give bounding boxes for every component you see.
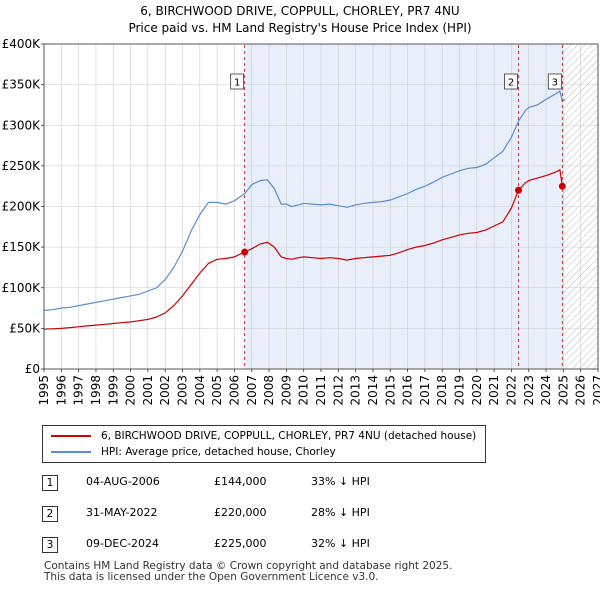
y-tick-label: £300K xyxy=(2,118,42,132)
sale-hpi-diff: 32% ↓ HPI xyxy=(311,537,370,550)
x-tick-label: 2016 xyxy=(401,375,415,406)
x-tick-label: 2003 xyxy=(176,375,190,406)
x-tick-label: 2011 xyxy=(314,375,328,406)
x-tick-label: 2001 xyxy=(141,375,155,406)
x-tick-label: 2009 xyxy=(279,375,293,406)
sale-number: 1 xyxy=(42,475,58,491)
legend-label-property: 6, BIRCHWOOD DRIVE, COPPULL, CHORLEY, PR… xyxy=(101,430,477,442)
sale-date: 09-DEC-2024 xyxy=(86,537,160,550)
x-tick-label: 2017 xyxy=(418,375,432,406)
x-tick-label: 1997 xyxy=(72,375,86,406)
y-tick-label: £150K xyxy=(2,240,42,254)
sale-date: 04-AUG-2006 xyxy=(86,475,160,488)
sale-label-box xyxy=(230,73,245,90)
chart-subtitle: Price paid vs. HM Land Registry's House … xyxy=(128,21,472,35)
sale-label: 2 xyxy=(508,78,514,89)
x-tick-label: 2000 xyxy=(124,375,138,406)
x-tick-label: 2004 xyxy=(193,375,207,406)
sale-hpi-diff: 33% ↓ HPI xyxy=(311,475,370,488)
legend-swatch-property xyxy=(51,435,91,437)
x-tick-label: 2005 xyxy=(210,375,224,406)
legend: 6, BIRCHWOOD DRIVE, COPPULL, CHORLEY, PR… xyxy=(42,425,486,463)
x-tick-label: 1995 xyxy=(37,375,51,406)
y-tick-label: £50K xyxy=(9,321,41,335)
sale-label: 3 xyxy=(552,78,558,89)
footer-licence: This data is licensed under the Open Gov… xyxy=(44,571,379,583)
x-tick-label: 2008 xyxy=(262,375,276,406)
price-chart: 1 2 3 £0 £50K £100K £150K £200K £250K £300K £350K… xyxy=(2,37,600,406)
sale-label: 1 xyxy=(234,78,240,89)
x-tick-label: 2025 xyxy=(556,375,570,406)
legend-item-hpi: HPI: Average price, detached house, Chor… xyxy=(51,444,336,460)
sale-price: £220,000 xyxy=(214,506,267,519)
sale-label-box xyxy=(547,73,562,90)
sale-price: £144,000 xyxy=(214,475,267,488)
sale-price: £225,000 xyxy=(214,537,267,550)
x-tick-label: 1999 xyxy=(106,375,120,406)
footer-copyright: Contains HM Land Registry data © Crown c… xyxy=(44,560,453,572)
x-tick-label: 2014 xyxy=(366,375,380,406)
x-tick-label: 2013 xyxy=(349,375,363,406)
sale-date: 31-MAY-2022 xyxy=(86,506,158,519)
x-tick-label: 2002 xyxy=(158,375,172,406)
y-tick-label: £350K xyxy=(2,78,42,92)
x-tick-label: 2024 xyxy=(539,375,553,406)
chart-title: 6, BIRCHWOOD DRIVE, COPPULL, CHORLEY, PR… xyxy=(140,4,460,18)
property-price-line xyxy=(43,169,566,330)
sale-hpi-diff: 28% ↓ HPI xyxy=(311,506,370,519)
legend-swatch-hpi xyxy=(51,451,91,453)
x-tick-label: 1998 xyxy=(89,375,103,406)
x-tick-label: 2021 xyxy=(487,375,501,406)
x-tick-label: 2006 xyxy=(227,375,241,406)
y-tick-label: £100K xyxy=(2,281,42,295)
x-tick-label: 2027 xyxy=(591,375,600,406)
x-tick-label: 2020 xyxy=(470,375,484,406)
x-tick-label: 2023 xyxy=(522,375,536,406)
x-tick-label: 2022 xyxy=(504,375,518,406)
legend-label-hpi: HPI: Average price, detached house, Chor… xyxy=(101,446,336,458)
y-tick-label: £0 xyxy=(25,362,40,376)
sale-number: 3 xyxy=(42,537,58,553)
x-tick-label: 2019 xyxy=(453,375,467,406)
y-tick-label: £200K xyxy=(2,200,42,214)
x-tick-label: 2012 xyxy=(331,375,345,406)
footer: Contains HM Land Registry data © Crown c… xyxy=(44,561,452,583)
sale-label-box xyxy=(504,73,518,90)
y-tick-label: £250K xyxy=(2,159,42,173)
x-tick-label: 1996 xyxy=(54,375,68,406)
sale-number: 2 xyxy=(42,506,58,522)
sale-point xyxy=(558,182,566,190)
legend-item-property: 6, BIRCHWOOD DRIVE, COPPULL, CHORLEY, PR… xyxy=(51,428,476,444)
x-tick-label: 2018 xyxy=(435,375,449,406)
x-tick-label: 2026 xyxy=(574,375,588,406)
sale-point xyxy=(515,186,523,194)
x-tick-label: 2015 xyxy=(383,375,397,406)
sale-point xyxy=(241,248,249,256)
x-tick-label: 2007 xyxy=(245,375,259,406)
y-tick-label: £400K xyxy=(2,37,42,51)
hpi-line xyxy=(43,90,566,312)
x-tick-label: 2010 xyxy=(297,375,311,406)
